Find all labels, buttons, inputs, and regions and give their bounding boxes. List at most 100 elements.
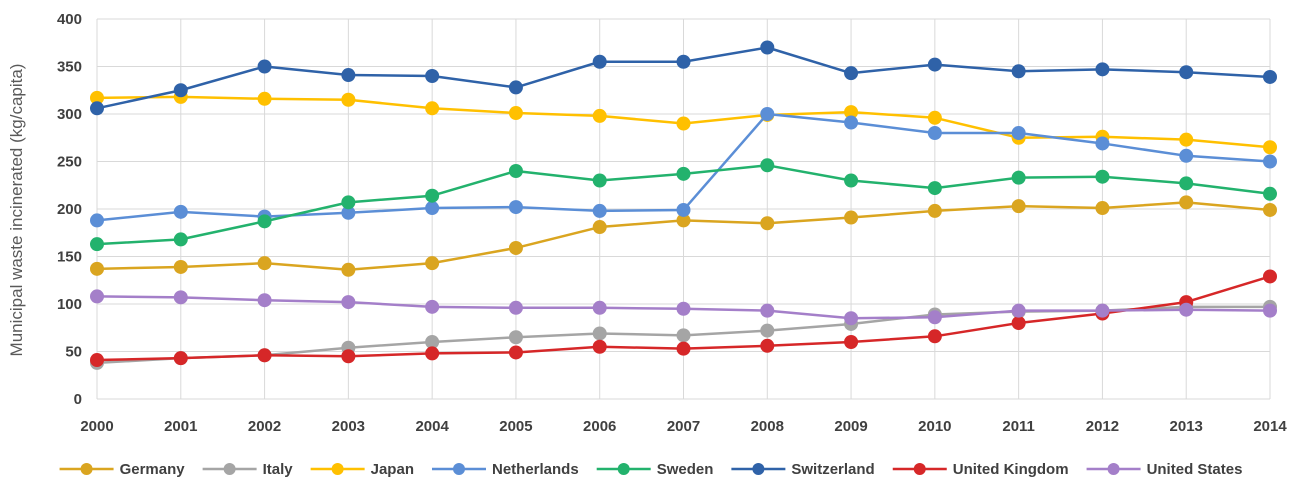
legend-item-sweden[interactable]: Sweden	[596, 461, 714, 478]
data-point[interactable]	[1011, 303, 1026, 318]
data-point[interactable]	[425, 335, 440, 349]
data-point[interactable]	[1263, 186, 1277, 201]
data-point[interactable]	[1095, 136, 1110, 151]
data-point[interactable]	[173, 83, 188, 98]
data-point[interactable]	[844, 311, 859, 326]
data-point[interactable]	[173, 351, 188, 366]
data-point[interactable]	[760, 323, 775, 338]
data-point[interactable]	[1179, 302, 1194, 317]
data-point[interactable]	[1263, 303, 1277, 318]
data-point[interactable]	[508, 330, 523, 345]
data-point[interactable]	[844, 335, 859, 349]
data-point[interactable]	[257, 91, 272, 106]
data-point[interactable]	[425, 299, 440, 314]
data-point[interactable]	[425, 69, 440, 83]
data-point[interactable]	[257, 348, 272, 363]
data-point[interactable]	[592, 108, 607, 123]
data-point[interactable]	[508, 240, 523, 255]
data-point[interactable]	[760, 216, 775, 231]
data-point[interactable]	[592, 220, 607, 235]
data-point[interactable]	[592, 173, 607, 188]
data-point[interactable]	[927, 181, 942, 196]
data-point[interactable]	[341, 195, 356, 210]
data-point[interactable]	[257, 293, 272, 308]
data-point[interactable]	[1179, 195, 1194, 210]
data-point[interactable]	[927, 203, 942, 218]
data-point[interactable]	[508, 80, 523, 95]
data-point[interactable]	[257, 59, 272, 74]
data-point[interactable]	[341, 349, 356, 364]
data-point[interactable]	[1179, 148, 1194, 163]
data-point[interactable]	[592, 339, 607, 354]
data-point[interactable]	[927, 110, 942, 125]
data-point[interactable]	[341, 295, 356, 310]
data-point[interactable]	[341, 92, 356, 107]
data-point[interactable]	[844, 210, 859, 225]
data-point[interactable]	[1263, 202, 1277, 217]
data-point[interactable]	[508, 300, 523, 315]
legend-item-netherlands[interactable]: Netherlands	[431, 461, 579, 478]
data-point[interactable]	[927, 57, 942, 72]
data-point[interactable]	[1095, 201, 1110, 216]
data-point[interactable]	[676, 213, 691, 228]
legend-item-united-kingdom[interactable]: United Kingdom	[892, 461, 1069, 478]
data-point[interactable]	[173, 290, 188, 305]
data-point[interactable]	[844, 105, 859, 120]
data-point[interactable]	[760, 338, 775, 353]
data-point[interactable]	[844, 173, 859, 188]
data-point[interactable]	[927, 126, 942, 140]
legend-item-switzerland[interactable]: Switzerland	[731, 461, 875, 478]
data-point[interactable]	[508, 164, 523, 178]
data-point[interactable]	[760, 303, 775, 318]
data-point[interactable]	[760, 40, 775, 55]
data-point[interactable]	[425, 201, 440, 216]
data-point[interactable]	[1011, 199, 1026, 214]
data-point[interactable]	[425, 256, 440, 271]
data-point[interactable]	[1263, 69, 1277, 84]
data-point[interactable]	[90, 353, 104, 368]
data-point[interactable]	[676, 116, 691, 131]
data-point[interactable]	[1263, 269, 1277, 284]
legend-item-japan[interactable]: Japan	[310, 461, 414, 478]
data-point[interactable]	[173, 204, 188, 219]
data-point[interactable]	[257, 214, 272, 229]
data-point[interactable]	[173, 259, 188, 274]
data-point[interactable]	[760, 107, 775, 121]
data-point[interactable]	[341, 68, 356, 83]
data-point[interactable]	[927, 329, 942, 344]
legend-item-united-states[interactable]: United States	[1086, 461, 1243, 478]
data-point[interactable]	[676, 54, 691, 69]
data-point[interactable]	[341, 262, 356, 277]
data-point[interactable]	[341, 205, 356, 220]
data-point[interactable]	[1095, 62, 1110, 77]
data-point[interactable]	[90, 101, 104, 116]
data-point[interactable]	[844, 115, 859, 130]
data-point[interactable]	[508, 200, 523, 215]
data-point[interactable]	[90, 261, 104, 276]
data-point[interactable]	[1263, 140, 1277, 155]
data-point[interactable]	[1263, 154, 1277, 169]
data-point[interactable]	[676, 301, 691, 316]
data-point[interactable]	[1011, 126, 1026, 140]
data-point[interactable]	[1011, 170, 1026, 185]
data-point[interactable]	[1011, 316, 1026, 330]
data-point[interactable]	[1011, 64, 1026, 79]
data-point[interactable]	[1095, 303, 1110, 318]
data-point[interactable]	[927, 310, 942, 325]
data-point[interactable]	[1095, 169, 1110, 184]
data-point[interactable]	[508, 106, 523, 121]
data-point[interactable]	[592, 54, 607, 69]
data-point[interactable]	[425, 188, 440, 203]
data-point[interactable]	[90, 213, 104, 228]
data-point[interactable]	[173, 232, 188, 247]
data-point[interactable]	[676, 166, 691, 181]
data-point[interactable]	[592, 300, 607, 315]
data-point[interactable]	[1179, 132, 1194, 147]
data-point[interactable]	[90, 237, 104, 252]
data-point[interactable]	[676, 341, 691, 356]
data-point[interactable]	[676, 202, 691, 217]
data-point[interactable]	[844, 66, 859, 81]
data-point[interactable]	[425, 346, 440, 361]
data-point[interactable]	[1179, 176, 1194, 191]
data-point[interactable]	[760, 158, 775, 173]
